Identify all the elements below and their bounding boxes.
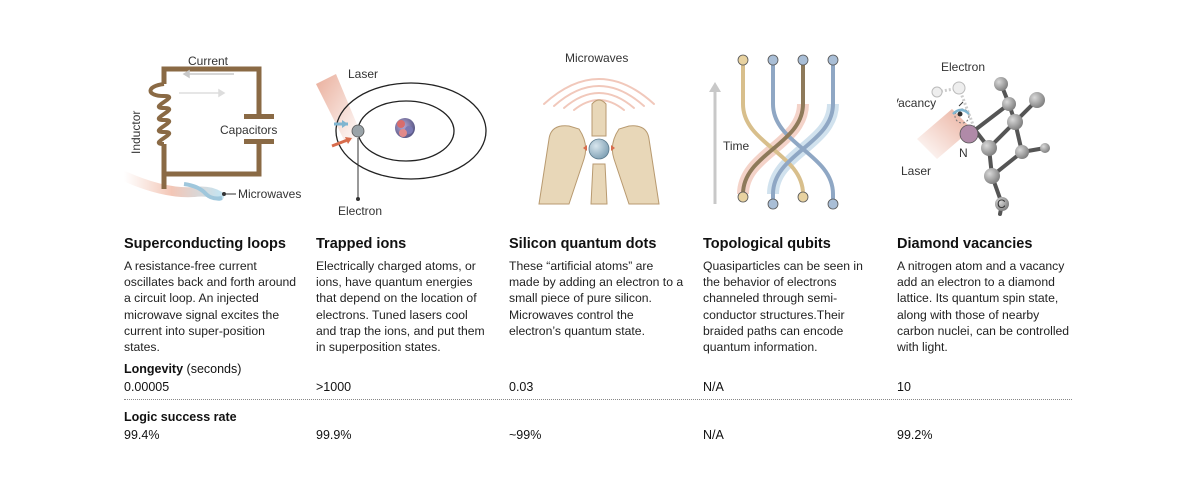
diamond-success-value: 99.2% [897,428,933,442]
diamond-vacancies-illustration: Electron Vacancy N Laser C [897,60,1050,216]
success-row-label: Logic success rate [124,410,237,424]
diamond-vacancies-title: Diamond vacancies [897,236,1033,252]
row-divider [124,399,1072,400]
superconducting-success-value: 99.4% [124,428,160,442]
silicon-quantum-dots-illustration: Microwaves [538,51,660,205]
diamond-longevity-value: 10 [897,380,911,394]
column-silicon-quantum-dots: Microwaves Silicon quantum dots These “a… [509,0,699,500]
column-diamond-vacancies: Electron Vacancy N Laser C Diamond vacan… [897,0,1087,500]
trapped-ions-title: Trapped ions [316,236,407,252]
nitrogen-label: N [959,146,968,160]
superconducting-longevity-value: 0.00005 [124,380,170,394]
topological-qubits-title: Topological qubits [703,236,831,252]
trapped-ions-success-value: 99.9% [316,428,352,442]
topological-success-value: N/A [703,428,724,442]
silicon-longevity-value: 0.03 [509,380,534,394]
superconducting-loops-description: A resistance-free current oscillates bac… [124,259,297,355]
microwaves-label-3: Microwaves [565,51,628,65]
electron-label-5: Electron [941,60,985,74]
longevity-unit: (seconds) [186,362,242,376]
topological-qubits-illustration: Time [709,54,839,210]
current-label: Current [188,54,229,68]
time-label: Time [723,139,750,153]
topological-longevity-value: N/A [703,380,724,394]
superconducting-loops-title: Superconducting loops [124,236,286,252]
silicon-quantum-dots-description: These “artificial atoms” are made by add… [509,259,684,338]
longevity-row-label: Longevity (seconds) [124,362,241,376]
vacancy-label: Vacancy [897,96,936,110]
column-trapped-ions: Laser Electron Trapped ions Electrically… [316,0,506,500]
silicon-success-value: ~99% [509,428,542,442]
superconducting-loop-illustration: Current Inductor Capacitors Microwaves [124,54,301,201]
laser-label: Laser [348,67,378,81]
trapped-ions-illustration: Laser Electron [316,67,487,218]
laser-label-5: Laser [901,164,931,178]
longevity-label: Longevity [124,362,184,376]
microwaves-label: Microwaves [238,187,301,201]
column-superconducting-loops: Current Inductor Capacitors Microwaves S… [124,0,314,500]
topological-qubits-description: Quasiparticles can be seen in the behavi… [703,259,863,355]
electron-label: Electron [338,204,382,218]
capacitors-label: Capacitors [220,123,277,137]
success-label: Logic success rate [124,410,237,424]
trapped-ions-longevity-value: >1000 [316,380,352,394]
trapped-ions-description: Electrically charged atoms, or ions, hav… [316,259,485,355]
inductor-label: Inductor [129,111,143,154]
column-topological-qubits: Time Topological qubits Quasiparticles c… [703,0,893,500]
diamond-vacancies-description: A nitrogen atom and a vacancy add an ele… [897,259,1070,355]
silicon-quantum-dots-title: Silicon quantum dots [509,236,657,252]
carbon-label: C [997,197,1006,211]
